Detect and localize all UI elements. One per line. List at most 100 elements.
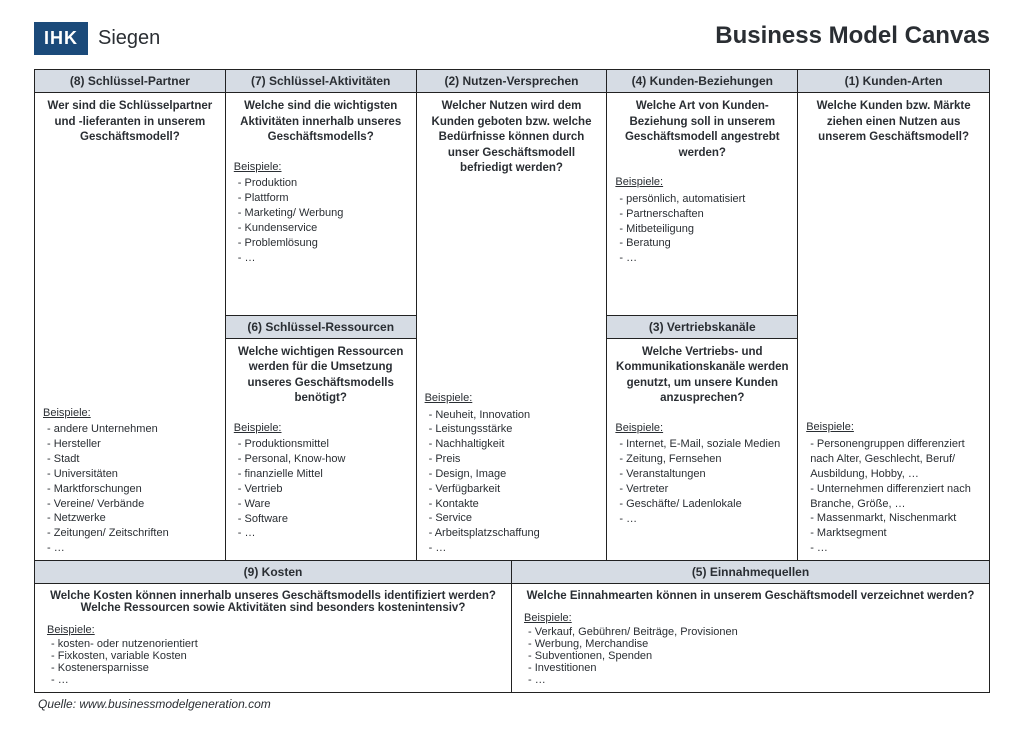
cell-header: (1) Kunden-Arten [798, 70, 989, 93]
cell-channels: (3) Vertriebskanäle Welche Vertriebs- un… [607, 315, 797, 561]
example-item: Verfügbarkeit [429, 482, 599, 497]
example-item: Unternehmen differenziert nach Branche, … [810, 482, 981, 512]
logo-box: IHK [34, 22, 88, 55]
examples-list: persönlich, automatisiertPartnerschaften… [615, 192, 789, 266]
logo: IHK Siegen [34, 22, 160, 55]
cell-header: (2) Nutzen-Versprechen [417, 70, 607, 93]
example-item: Geschäfte/ Ladenlokale [619, 497, 789, 512]
cell-header: (9) Kosten [35, 561, 511, 584]
cell-key-partners: (8) Schlüssel-Partner Wer sind die Schlü… [35, 70, 226, 560]
example-item: Hersteller [47, 437, 217, 452]
example-item: … [238, 251, 408, 266]
example-item: Marketing/ Werbung [238, 206, 408, 221]
example-item: Marktsegment [810, 526, 981, 541]
example-item: Plattform [238, 191, 408, 206]
examples-label: Beispiele: [234, 160, 408, 175]
example-item: Arbeitsplatzschaffung [429, 526, 599, 541]
examples-label: Beispiele: [806, 420, 981, 435]
example-item: Kundenservice [238, 221, 408, 236]
example-item: … [47, 541, 217, 556]
example-item: Netzwerke [47, 511, 217, 526]
cell-question: Welche Einnahmearten können in unserem G… [524, 590, 977, 602]
example-item: Beratung [619, 236, 789, 251]
example-item: Design, Image [429, 467, 599, 482]
example-item: Mitbeteiligung [619, 222, 789, 237]
cell-key-resources: (6) Schlüssel-Ressourcen Welche wichtige… [226, 315, 416, 561]
example-item: persönlich, automatisiert [619, 192, 789, 207]
canvas-bottom-row: (9) Kosten Welche Kosten können innerhal… [35, 560, 989, 692]
example-item: Neuheit, Innovation [429, 408, 599, 423]
cell-header: (8) Schlüssel-Partner [35, 70, 225, 93]
canvas-top-row: (8) Schlüssel-Partner Wer sind die Schlü… [35, 70, 989, 560]
example-item: Internet, E-Mail, soziale Medien [619, 437, 789, 452]
example-item: Vertreter [619, 482, 789, 497]
example-item: Personal, Know-how [238, 452, 408, 467]
cell-customer-segments: (1) Kunden-Arten Welche Kunden bzw. Märk… [798, 70, 989, 560]
example-item: Marktforschungen [47, 482, 217, 497]
example-item: Problemlösung [238, 236, 408, 251]
example-item: … [528, 674, 977, 686]
examples-label: Beispiele: [615, 175, 789, 190]
example-item: Partnerschaften [619, 207, 789, 222]
examples-list: Personengruppen differenziert nach Alter… [806, 437, 981, 556]
example-item: Nachhaltigkeit [429, 437, 599, 452]
examples-list: Internet, E-Mail, soziale MedienZeitung,… [615, 437, 789, 526]
cell-question: Welche Vertriebs- und Kommunikationskanä… [615, 345, 789, 407]
cell-header: (6) Schlüssel-Ressourcen [226, 316, 416, 339]
example-item: … [238, 526, 408, 541]
cell-header: (7) Schlüssel-Aktivitäten [226, 70, 416, 93]
cell-customer-relationships: (4) Kunden-Beziehungen Welche Art von Ku… [607, 70, 797, 315]
cell-key-activities: (7) Schlüssel-Aktivitäten Welche sind di… [226, 70, 416, 315]
example-item: Zeitung, Fernsehen [619, 452, 789, 467]
example-item: Fixkosten, variable Kosten [51, 650, 499, 662]
example-item: Kontakte [429, 497, 599, 512]
example-item: Ware [238, 497, 408, 512]
example-item: … [429, 541, 599, 556]
example-item: Stadt [47, 452, 217, 467]
cell-question: Welche Kosten können innerhalb unseres G… [47, 590, 499, 614]
page-title: Business Model Canvas [715, 22, 990, 50]
cell-question: Welche Kunden bzw. Märkte ziehen einen N… [806, 99, 981, 146]
example-item: … [619, 512, 789, 527]
cell-question: Welcher Nutzen wird dem Kunden geboten b… [425, 99, 599, 177]
cell-revenue-streams: (5) Einnahmequellen Welche Einnahmearten… [512, 561, 989, 692]
example-item: … [51, 674, 499, 686]
example-item: … [619, 251, 789, 266]
examples-label: Beispiele: [615, 421, 789, 436]
examples-list: ProduktionPlattformMarketing/ WerbungKun… [234, 176, 408, 265]
cell-header: (5) Einnahmequellen [512, 561, 989, 584]
example-item: Werbung, Merchandise [528, 638, 977, 650]
source-citation: Quelle: www.businessmodelgeneration.com [34, 697, 990, 711]
example-item: Leistungsstärke [429, 422, 599, 437]
question-line: Welche Kosten können innerhalb unseres G… [50, 590, 496, 602]
cell-question: Welche Art von Kunden-Beziehung soll in … [615, 99, 789, 161]
example-item: andere Unternehmen [47, 422, 217, 437]
cell-value-proposition: (2) Nutzen-Versprechen Welcher Nutzen wi… [417, 70, 608, 560]
cell-cost-structure: (9) Kosten Welche Kosten können innerhal… [35, 561, 512, 692]
example-item: Subventionen, Spenden [528, 650, 977, 662]
cell-question: Welche sind die wichtigsten Aktivitäten … [234, 99, 408, 146]
example-item: Software [238, 512, 408, 527]
example-item: Investitionen [528, 662, 977, 674]
example-item: Kostenersparnisse [51, 662, 499, 674]
example-item: Preis [429, 452, 599, 467]
example-item: Verkauf, Gebühren/ Beiträge, Provisionen [528, 626, 977, 638]
cell-question: Welche wichtigen Ressourcen werden für d… [234, 345, 408, 407]
cell-header: (3) Vertriebskanäle [607, 316, 797, 339]
cell-header: (4) Kunden-Beziehungen [607, 70, 797, 93]
examples-list: kosten- oder nutzenorientiertFixkosten, … [47, 638, 499, 686]
examples-list: Verkauf, Gebühren/ Beiträge, Provisionen… [524, 626, 977, 686]
examples-label: Beispiele: [47, 624, 499, 636]
example-item: Service [429, 511, 599, 526]
page-header: IHK Siegen Business Model Canvas [34, 22, 990, 55]
question-line: Welche Ressourcen sowie Aktivitäten sind… [81, 602, 466, 614]
examples-label: Beispiele: [425, 391, 599, 406]
example-item: Universitäten [47, 467, 217, 482]
example-item: finanzielle Mittel [238, 467, 408, 482]
example-item: Personengruppen differenziert nach Alter… [810, 437, 981, 482]
examples-list: ProduktionsmittelPersonal, Know-howfinan… [234, 437, 408, 541]
example-item: Zeitungen/ Zeitschriften [47, 526, 217, 541]
example-item: Vertrieb [238, 482, 408, 497]
example-item: Massenmarkt, Nischenmarkt [810, 511, 981, 526]
examples-list: Neuheit, InnovationLeistungsstärkeNachha… [425, 408, 599, 556]
